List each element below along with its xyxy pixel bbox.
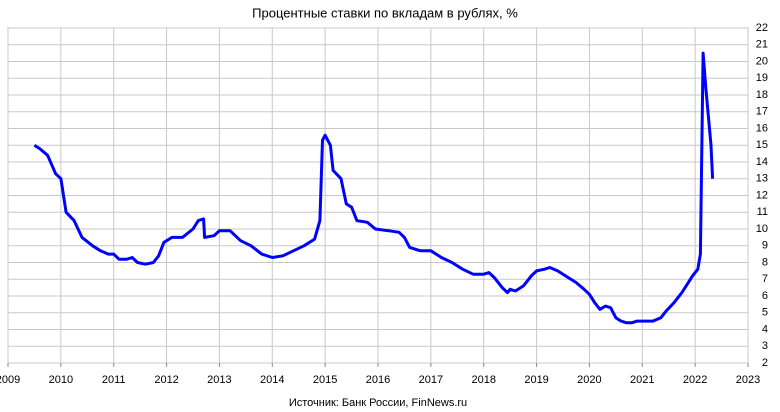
y-tick-label: 7 bbox=[762, 273, 768, 285]
x-tick-label: 2011 bbox=[102, 374, 126, 386]
x-tick-label: 2012 bbox=[154, 374, 178, 386]
x-tick-label: 2023 bbox=[736, 374, 760, 386]
chart-title: Процентные ставки по вкладам в рублях, % bbox=[252, 5, 518, 20]
y-tick-label: 4 bbox=[762, 323, 768, 335]
y-tick-label: 8 bbox=[762, 256, 768, 268]
y-tick-label: 20 bbox=[756, 55, 768, 67]
y-tick-label: 16 bbox=[756, 122, 768, 134]
x-tick-label: 2021 bbox=[630, 374, 654, 386]
x-tick-label: 2016 bbox=[366, 374, 390, 386]
y-tick-label: 2 bbox=[762, 357, 768, 369]
y-tick-label: 19 bbox=[756, 72, 768, 84]
y-tick-label: 21 bbox=[756, 39, 768, 51]
y-tick-label: 11 bbox=[757, 206, 768, 218]
x-tick-label: 2022 bbox=[683, 374, 707, 386]
y-tick-label: 9 bbox=[762, 240, 768, 252]
y-tick-label: 13 bbox=[756, 173, 768, 185]
x-tick-label: 2014 bbox=[260, 374, 284, 386]
y-tick-label: 18 bbox=[756, 89, 768, 101]
data-line bbox=[33, 51, 715, 325]
x-tick-label: 2017 bbox=[419, 374, 443, 386]
x-tick-label: 2010 bbox=[49, 374, 73, 386]
y-tick-label: 5 bbox=[762, 307, 768, 319]
y-tick-label: 14 bbox=[756, 156, 768, 168]
y-tick-label: 3 bbox=[762, 340, 768, 352]
x-tick-label: 2018 bbox=[471, 374, 495, 386]
y-tick-label: 6 bbox=[762, 290, 768, 302]
y-tick-label: 22 bbox=[756, 22, 768, 34]
y-tick-label: 17 bbox=[756, 106, 768, 118]
y-tick-label: 15 bbox=[756, 139, 768, 151]
x-tick-label: 2020 bbox=[577, 374, 601, 386]
x-tick-label: 2019 bbox=[524, 374, 548, 386]
x-tick-label: 2013 bbox=[207, 374, 231, 386]
x-tick-label: 2015 bbox=[313, 374, 337, 386]
y-tick-label: 10 bbox=[756, 223, 768, 235]
y-tick-label: 12 bbox=[756, 189, 768, 201]
source: Источник: Банк России, FinNews.ru bbox=[289, 397, 467, 409]
